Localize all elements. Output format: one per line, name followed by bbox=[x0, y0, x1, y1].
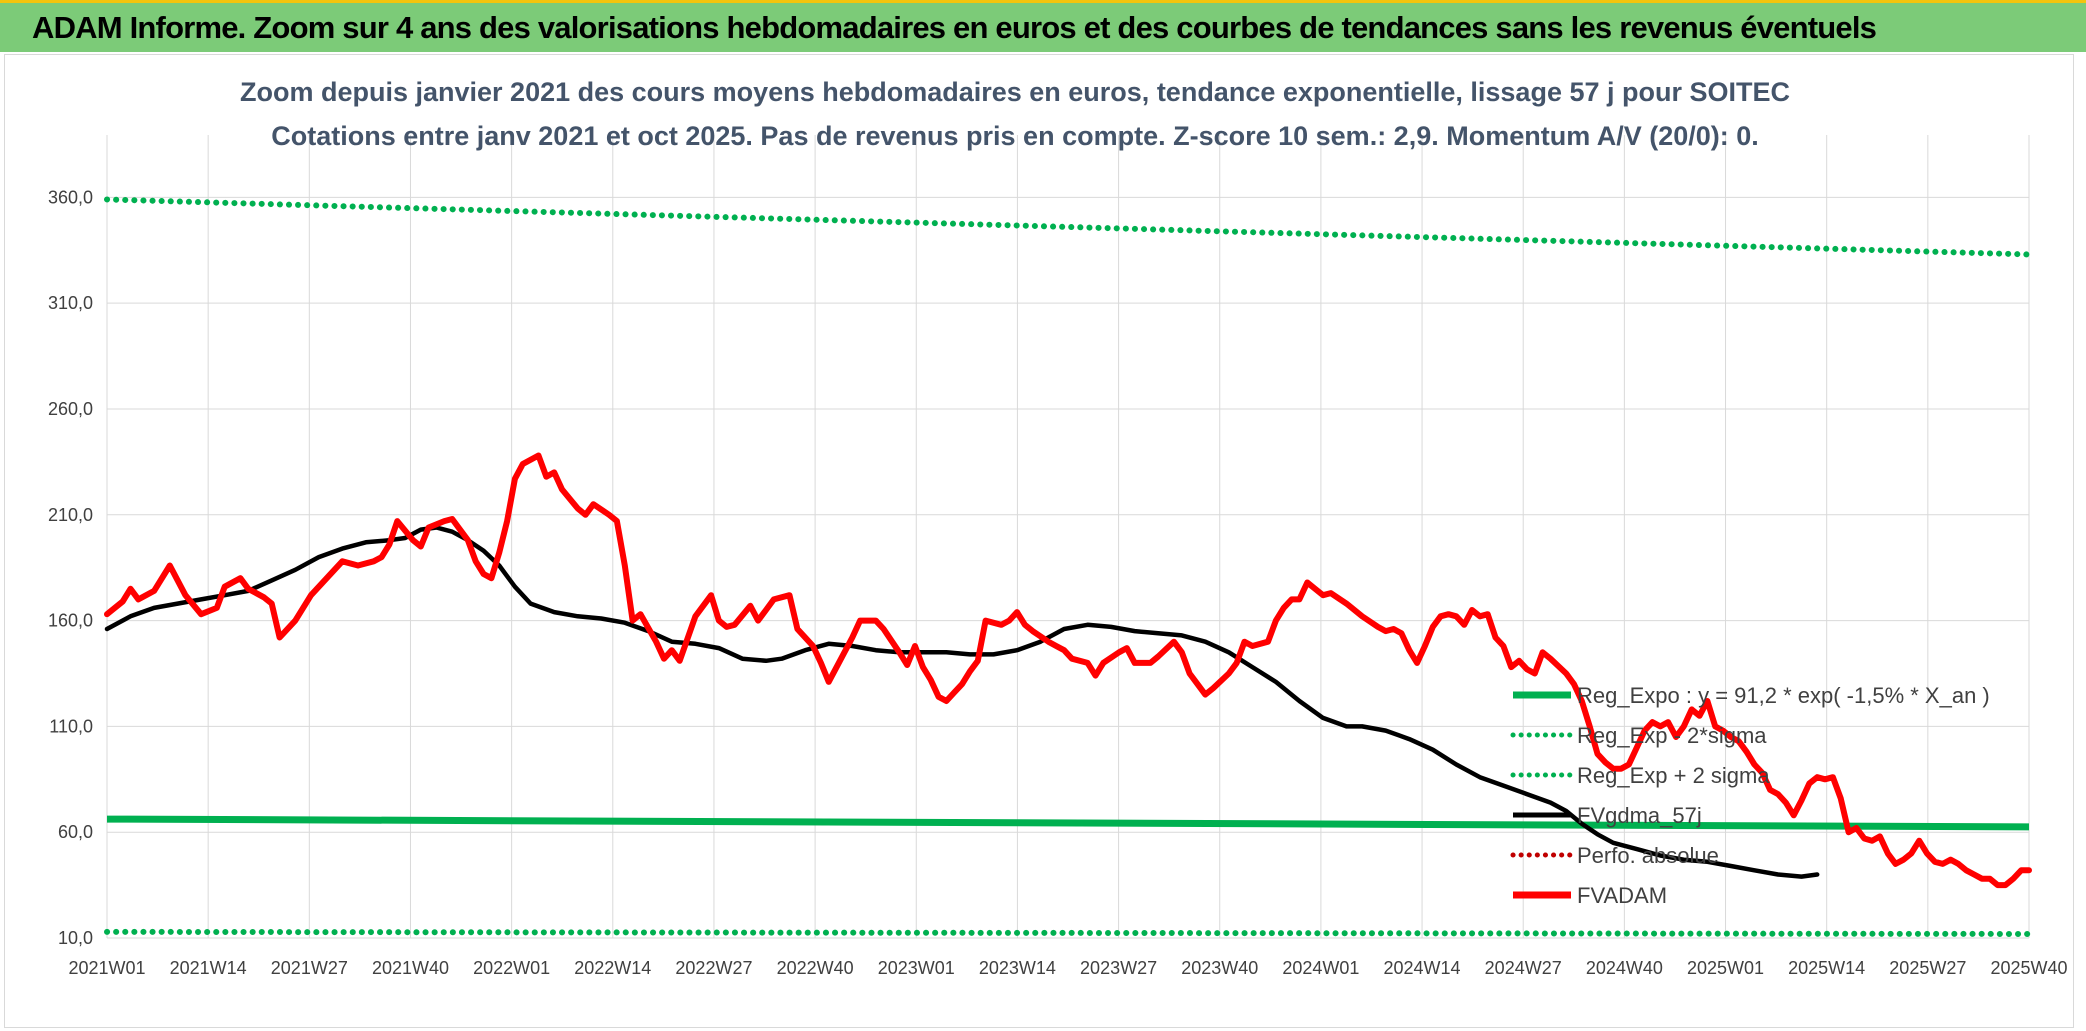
x-tick-label: 2022W27 bbox=[675, 958, 752, 978]
y-tick-label: 160,0 bbox=[48, 611, 93, 631]
title-banner: ADAM Informe. Zoom sur 4 ans des valoris… bbox=[0, 0, 2086, 52]
x-tick-label: 2022W01 bbox=[473, 958, 550, 978]
legend-fvgdma-label: FVgdma_57j bbox=[1577, 803, 1702, 828]
legend-reg-plus-2sigma-label: Reg_Exp + 2 sigma bbox=[1577, 763, 1770, 788]
y-tick-label: 110,0 bbox=[49, 716, 93, 736]
x-tick-label: 2024W27 bbox=[1485, 958, 1562, 978]
x-tick-label: 2025W40 bbox=[1990, 958, 2067, 978]
legend-fvadam-label: FVADAM bbox=[1577, 883, 1667, 908]
legend-reg-expo-label: Reg_Expo : y = 91,2 * exp( -1,5% * X_an … bbox=[1577, 683, 1990, 708]
y-tick-label: 210,0 bbox=[48, 505, 93, 525]
x-tick-label: 2025W27 bbox=[1889, 958, 1966, 978]
line-chart: 10,0 60,0 110,0 160,0 210,0 260,0 310,0 360,0 20… bbox=[48, 77, 2068, 978]
x-tick-label: 2023W27 bbox=[1080, 958, 1157, 978]
x-tick-label: 2024W40 bbox=[1586, 958, 1663, 978]
x-tick-label: 2025W14 bbox=[1788, 958, 1865, 978]
x-tick-label: 2023W14 bbox=[979, 958, 1056, 978]
x-tick-label: 2025W01 bbox=[1687, 958, 1764, 978]
x-tick-label: 2022W14 bbox=[574, 958, 651, 978]
grid-layer bbox=[106, 135, 2030, 939]
x-tick-label: 2024W01 bbox=[1282, 958, 1359, 978]
axis-layer: 10,0 60,0 110,0 160,0 210,0 260,0 310,0 360,0 20… bbox=[48, 187, 2068, 978]
series-layer bbox=[104, 196, 2032, 937]
series-reg-expo bbox=[106, 815, 2030, 831]
chart-frame: 10,0 60,0 110,0 160,0 210,0 260,0 310,0 360,0 20… bbox=[4, 54, 2074, 1028]
x-tick-label: 2024W14 bbox=[1384, 958, 1461, 978]
series-reg-minus-2sigma bbox=[104, 928, 2032, 937]
legend: Reg_Expo : y = 91,2 * exp( -1,5% * X_an … bbox=[1510, 683, 1990, 908]
x-tick-label: 2023W01 bbox=[878, 958, 955, 978]
banner-title: ADAM Informe. Zoom sur 4 ans des valoris… bbox=[32, 10, 1877, 45]
x-tick-label: 2023W40 bbox=[1181, 958, 1258, 978]
x-tick-label: 2021W14 bbox=[170, 958, 247, 978]
x-tick-label: 2021W27 bbox=[271, 958, 348, 978]
series-fvadam bbox=[104, 452, 2032, 889]
y-tick-label: 260,0 bbox=[48, 399, 93, 419]
series-fvgdma-57j bbox=[104, 525, 1820, 879]
legend-reg-minus-2sigma-label: Reg_Exp - 2*sigma bbox=[1577, 723, 1767, 748]
x-tick-label: 2021W01 bbox=[68, 958, 145, 978]
x-tick-label: 2022W40 bbox=[777, 958, 854, 978]
y-tick-label: 60,0 bbox=[58, 822, 93, 842]
x-tick-label: 2021W40 bbox=[372, 958, 449, 978]
chart-title: Zoom depuis janvier 2021 des cours moyen… bbox=[240, 77, 1790, 107]
y-tick-label: 360,0 bbox=[48, 187, 93, 207]
chart-subtitle: Cotations entre janv 2021 et oct 2025. P… bbox=[271, 121, 1759, 151]
y-tick-label: 310,0 bbox=[48, 293, 93, 313]
legend-perfo-absolue-label: Perfo. absolue bbox=[1577, 843, 1719, 868]
series-reg-plus-2sigma bbox=[104, 196, 2032, 258]
y-tick-label: 10,0 bbox=[58, 928, 93, 948]
